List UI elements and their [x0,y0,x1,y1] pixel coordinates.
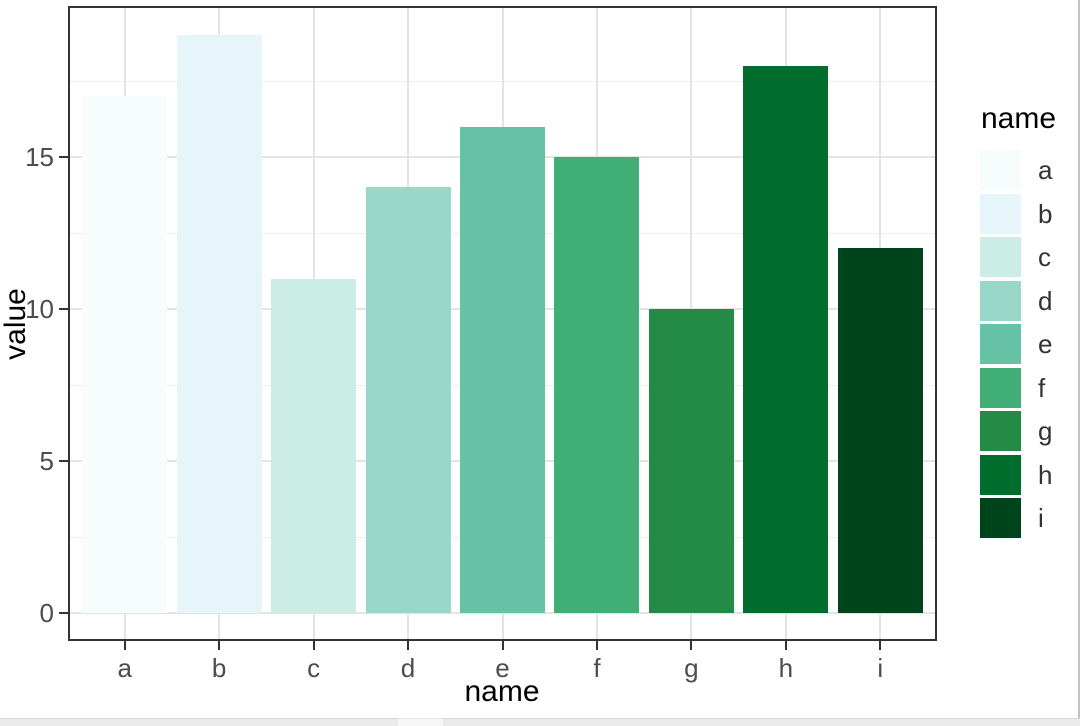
bar-e [460,126,545,613]
legend-label-g: g [1038,416,1053,446]
y-axis-tick [59,460,68,462]
x-axis-tick [595,641,598,650]
bar-f [554,157,640,613]
bar-h [743,65,829,613]
x-axis-tick-label: h [778,653,794,683]
x-axis-tick [501,641,504,650]
x-axis-tick [690,641,693,650]
x-axis-tick-label: g [684,653,699,683]
x-axis-tick-label: e [495,653,510,683]
background-pane-edge-right [443,718,1080,726]
legend-label-b: b [1038,198,1053,229]
legend-key-i [980,498,1021,538]
x-axis-tick-label: d [400,653,416,683]
background-pane-gap [398,718,443,726]
x-axis-tick-label: b [211,653,227,683]
x-axis-tick [407,641,410,650]
bar-i [837,248,923,613]
y-axis-tick-label: 0 [39,598,54,628]
legend-label-f: f [1038,372,1046,403]
x-axis-tick [123,641,126,650]
x-axis-tick-label: i [877,653,884,683]
legend-key-c [980,237,1021,277]
legend-key-f [980,367,1021,408]
window-right-edge [1078,0,1080,726]
legend-key-h [980,454,1021,495]
x-axis-tick [218,641,221,650]
legend-title: name [981,102,1057,135]
plot-panel [68,6,937,641]
legend-label-i: i [1038,503,1044,533]
bar-c [271,278,357,613]
y-axis-tick [59,308,68,310]
x-axis-tick-label: a [117,653,132,683]
legend-label-c: c [1038,242,1051,272]
x-axis-tick-label: f [593,653,601,683]
legend-key-e [980,324,1021,364]
legend-key-b [980,193,1021,234]
bar-a [82,96,168,613]
legend-key-g [980,411,1021,451]
legend-key-d [980,280,1021,321]
y-axis-tick [59,612,68,614]
x-axis-tick [879,641,882,650]
y-axis-tick-label: 10 [25,294,54,324]
bar-g [648,309,734,613]
legend-label-e: e [1038,329,1053,359]
x-axis-tick [312,641,315,650]
legend-label-a: a [1038,155,1053,185]
x-axis-title: name [464,675,540,708]
legend-key-a [980,150,1021,190]
legend-label-h: h [1038,459,1053,490]
x-axis-tick-label: c [307,653,321,683]
y-axis-title: value [0,288,32,360]
background-pane-edge-left [0,718,398,726]
bar-b [176,35,262,613]
y-axis-tick-label: 15 [25,142,54,172]
y-axis-tick-label: 5 [39,446,54,476]
bar-d [365,187,451,613]
legend-label-d: d [1038,285,1053,316]
x-axis-tick [784,641,787,650]
y-axis-tick [59,156,68,158]
